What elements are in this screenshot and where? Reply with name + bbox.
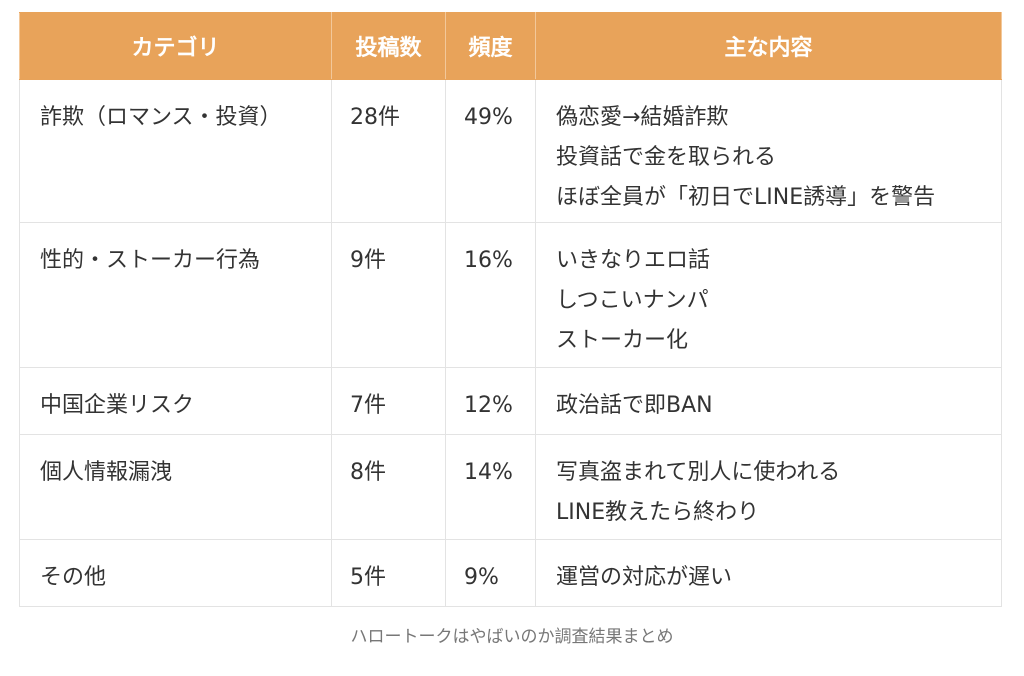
row-frequency: 12% <box>445 367 536 435</box>
content-line: いきなりエロ話 <box>556 248 711 273</box>
table-header: カテゴリ 投稿数 頻度 主な内容 <box>19 12 1002 80</box>
content-line: 投資話で金を取られる <box>556 145 777 170</box>
content-line: 写真盗まれて別人に使われる <box>556 460 841 485</box>
row-post-count: 28件 <box>331 79 446 223</box>
row-category: 詐欺（ロマンス・投資） <box>19 79 332 223</box>
survey-results-table: カテゴリ 投稿数 頻度 主な内容 詐欺（ロマンス・投資） 28件 49% 偽恋愛… <box>19 12 1002 607</box>
table-row: 中国企業リスク 7件 12% 政治話で即BAN <box>19 367 1002 435</box>
row-contents: 写真盗まれて別人に使われる LINE教えたら終わり <box>535 434 1002 540</box>
row-frequency: 16% <box>445 222 536 368</box>
header-category: カテゴリ <box>19 12 332 80</box>
survey-results-table-container: カテゴリ 投稿数 頻度 主な内容 詐欺（ロマンス・投資） 28件 49% 偽恋愛… <box>19 12 1002 607</box>
header-row: カテゴリ 投稿数 頻度 主な内容 <box>19 12 1002 80</box>
content-line: LINE教えたら終わり <box>556 500 760 525</box>
table-row: 詐欺（ロマンス・投資） 28件 49% 偽恋愛→結婚詐欺 投資話で金を取られる … <box>19 79 1002 223</box>
content-line: ほぼ全員が「初日でLINE誘導」を警告 <box>556 185 936 210</box>
row-contents: いきなりエロ話 しつこいナンパ ストーカー化 <box>535 222 1002 368</box>
row-category: 中国企業リスク <box>19 367 332 435</box>
row-post-count: 8件 <box>331 434 446 540</box>
content-line: 政治話で即BAN <box>556 393 713 418</box>
row-category: 個人情報漏洩 <box>19 434 332 540</box>
content-line: 偽恋愛→結婚詐欺 <box>556 105 729 130</box>
content-line: しつこいナンパ <box>556 288 709 313</box>
row-frequency: 9% <box>445 539 536 607</box>
row-contents: 偽恋愛→結婚詐欺 投資話で金を取られる ほぼ全員が「初日でLINE誘導」を警告 <box>535 79 1002 223</box>
header-frequency: 頻度 <box>445 12 536 80</box>
row-post-count: 5件 <box>331 539 446 607</box>
row-contents: 運営の対応が遅い <box>535 539 1002 607</box>
content-line: 運営の対応が遅い <box>556 565 733 590</box>
content-line: ストーカー化 <box>556 328 689 353</box>
row-category: 性的・ストーカー行為 <box>19 222 332 368</box>
row-post-count: 7件 <box>331 367 446 435</box>
row-frequency: 14% <box>445 434 536 540</box>
row-contents: 政治話で即BAN <box>535 367 1002 435</box>
row-post-count: 9件 <box>331 222 446 368</box>
row-frequency: 49% <box>445 79 536 223</box>
table-row: その他 5件 9% 運営の対応が遅い <box>19 539 1002 607</box>
table-row: 個人情報漏洩 8件 14% 写真盗まれて別人に使われる LINE教えたら終わり <box>19 434 1002 540</box>
header-main-contents: 主な内容 <box>535 12 1002 80</box>
table-body: 詐欺（ロマンス・投資） 28件 49% 偽恋愛→結婚詐欺 投資話で金を取られる … <box>19 79 1002 607</box>
row-category: その他 <box>19 539 332 607</box>
header-post-count: 投稿数 <box>331 12 446 80</box>
table-caption: ハロートークはやばいのか調査結果まとめ <box>350 627 674 647</box>
table-row: 性的・ストーカー行為 9件 16% いきなりエロ話 しつこいナンパ ストーカー化 <box>19 222 1002 368</box>
